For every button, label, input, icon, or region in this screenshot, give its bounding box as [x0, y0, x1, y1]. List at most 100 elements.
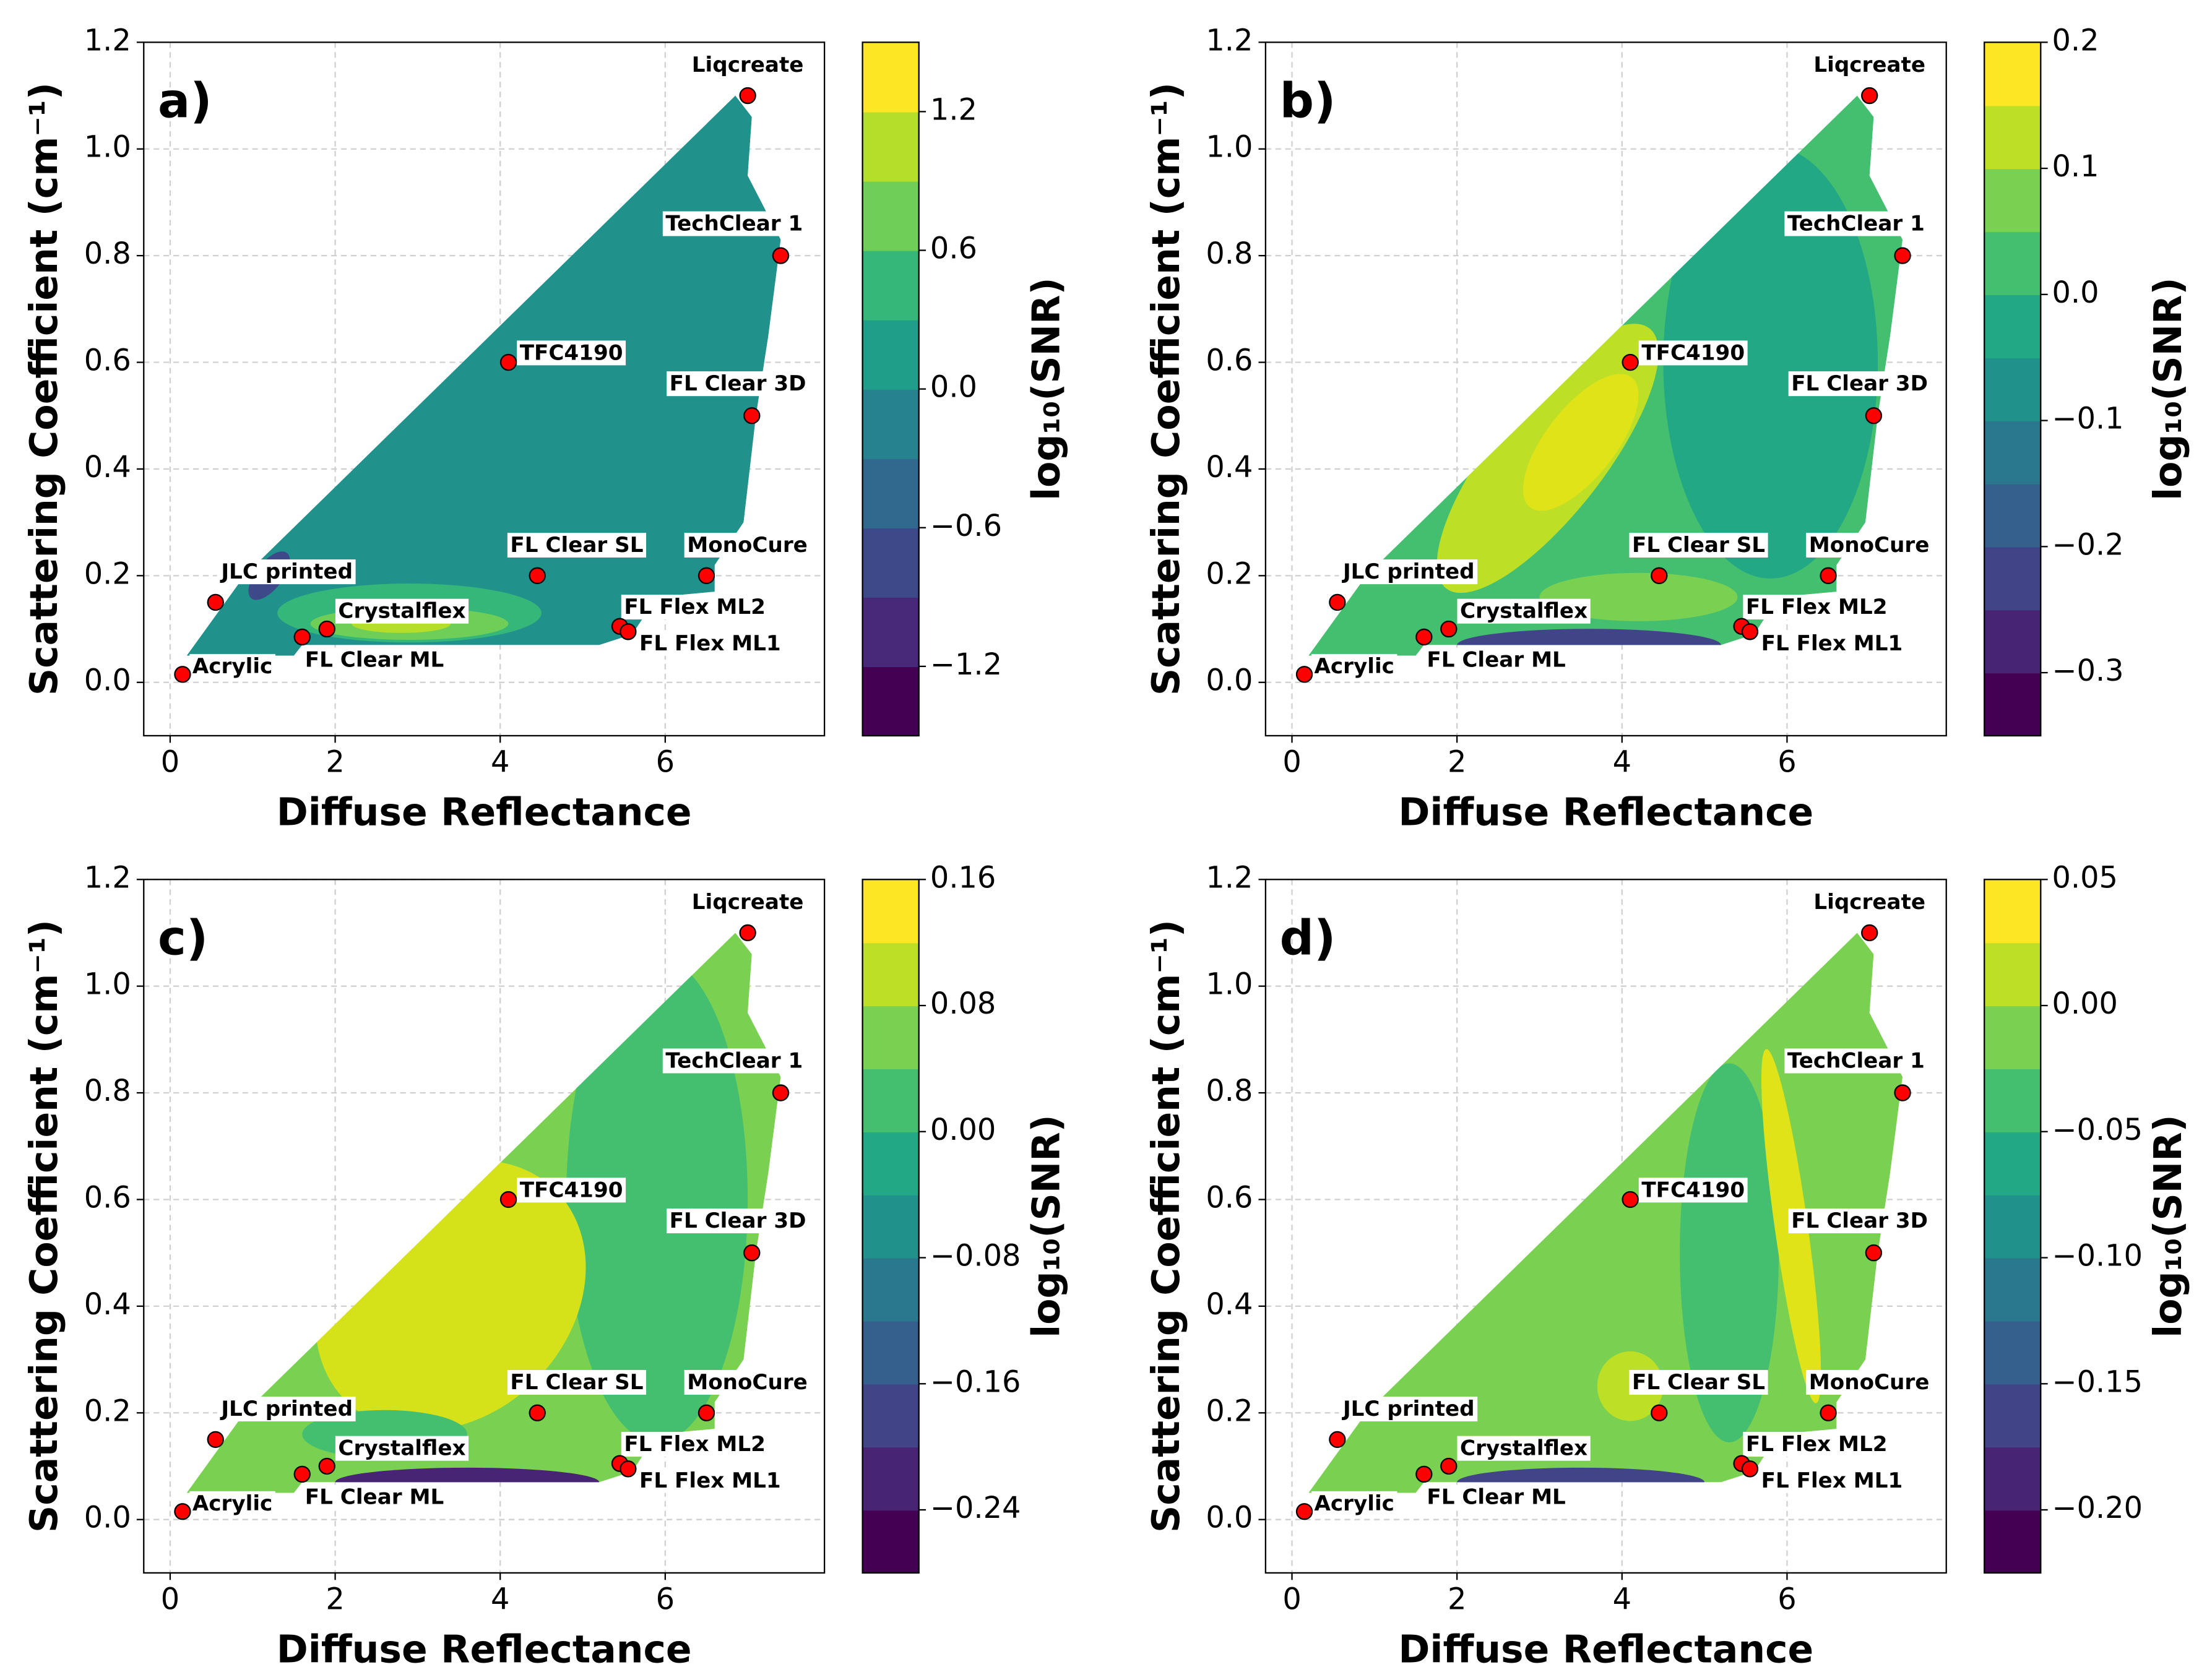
data-point: [1820, 567, 1837, 585]
colorbar-band: [1984, 942, 2041, 1007]
colorbar-band: [862, 1447, 919, 1511]
data-point: [207, 593, 224, 611]
label-box: [1311, 1491, 1397, 1516]
colorbar-band: [1984, 1510, 2041, 1574]
point-label: TechClear 1: [1787, 212, 1925, 236]
x-tick-label: 0: [161, 1582, 179, 1616]
data-point: [1861, 924, 1878, 942]
colorbar-tick-label: 0.08: [930, 987, 996, 1021]
y-axis-label: Scattering Coefficient (cm⁻¹): [22, 920, 66, 1533]
y-tick-label: 0.2: [1206, 557, 1253, 591]
y-tick-label: 1.0: [1206, 968, 1253, 1002]
data-point: [293, 1465, 311, 1483]
data-point: [620, 623, 637, 640]
label-box: [1638, 340, 1748, 366]
point-label: JLC printed: [220, 1397, 353, 1421]
y-tick-label: 1.2: [84, 861, 131, 895]
label-box: [1788, 371, 1931, 397]
label-box: [1457, 1436, 1591, 1461]
point-label: FL Clear 3D: [1791, 1208, 1928, 1233]
colorbar-frame: [1984, 41, 2042, 737]
label-box: [302, 1484, 447, 1510]
colorbar-tick-label: −0.20: [2052, 1491, 2143, 1525]
point-label: Liqcreate: [692, 890, 804, 915]
data-point: [499, 353, 517, 371]
colorbar-band: [1984, 231, 2041, 295]
colorbar-tick-label: 0.0: [2052, 276, 2099, 310]
colorbar-band: [862, 1131, 919, 1195]
label-box: [689, 53, 807, 78]
data-point: [1415, 1465, 1433, 1483]
colorbar-tick-label: 0.1: [2052, 150, 2099, 184]
y-tick-label: 0.6: [84, 1181, 131, 1215]
data-point: [1415, 628, 1433, 646]
y-tick-label: 0.4: [1206, 1288, 1253, 1322]
plot-frame: [1264, 879, 1947, 1574]
x-axis-label: Diffuse Reflectance: [277, 1627, 692, 1672]
x-tick-label: 0: [1282, 746, 1301, 780]
colorbar-tick-label: 0.00: [930, 1113, 996, 1147]
point-label: MonoCure: [687, 1370, 808, 1395]
data-point: [1651, 567, 1668, 585]
y-tick-label: 1.0: [84, 968, 131, 1002]
label-box: [684, 1369, 811, 1395]
x-tick-label: 6: [656, 746, 675, 780]
point-label: Acrylic: [1314, 654, 1394, 679]
point-label: FL Flex ML1: [1761, 1468, 1903, 1493]
colorbar-label: log₁₀(SNR): [2146, 1114, 2190, 1338]
point-label: FL Clear SL: [1632, 1370, 1765, 1395]
colorbar-band: [862, 597, 919, 668]
label-box: [667, 371, 809, 397]
x-tick-label: 0: [161, 746, 179, 780]
y-axis-label: Scattering Coefficient (cm⁻¹): [1144, 82, 1188, 696]
point-label: FL Flex ML2: [1746, 595, 1888, 619]
data-point: [739, 924, 756, 942]
colorbar-band: [862, 1384, 919, 1448]
point-label: FL Clear ML: [1427, 648, 1565, 673]
label-box: [335, 598, 469, 624]
colorbar-tick-label: −1.2: [930, 648, 1002, 682]
point-label: FL Clear ML: [1427, 1485, 1565, 1510]
colorbar-tick-label: −0.3: [2052, 654, 2124, 688]
colorbar-band: [862, 1320, 919, 1385]
data-point: [1440, 1457, 1458, 1475]
data-point: [1295, 1503, 1313, 1520]
label-box: [1629, 1369, 1768, 1395]
label-box: [667, 1208, 809, 1234]
colorbar-band: [862, 389, 919, 459]
point-label: Crystalflex: [1460, 1436, 1587, 1461]
data-point: [1861, 87, 1878, 105]
point-label: FL Flex ML1: [639, 631, 781, 656]
y-tick-label: 0.2: [84, 1394, 131, 1428]
colorbar-tick-label: −0.05: [2052, 1113, 2143, 1147]
plot-frame: [143, 41, 826, 737]
label-box: [517, 1178, 626, 1203]
x-tick-label: 6: [1777, 746, 1796, 780]
label-box: [662, 1048, 806, 1074]
data-point: [1329, 593, 1346, 611]
point-label: Crystalflex: [1460, 599, 1587, 624]
colorbar-band: [1984, 357, 2041, 421]
point-label: JLC printed: [1342, 559, 1475, 584]
label-box: [1423, 647, 1569, 673]
x-tick-label: 6: [1777, 1582, 1796, 1616]
label-box: [1784, 1048, 1928, 1074]
label-box: [517, 340, 626, 366]
data-point: [743, 1244, 761, 1262]
data-point: [207, 1431, 224, 1449]
point-label: JLC printed: [1342, 1397, 1475, 1421]
point-label: TFC4190: [1641, 1178, 1745, 1202]
colorbar-band: [1984, 1068, 2041, 1132]
colorbar-band: [1984, 1447, 2041, 1511]
x-axis-label: Diffuse Reflectance: [1398, 1627, 1813, 1672]
point-label: FL Clear 3D: [1791, 371, 1928, 396]
colorbar-label: log₁₀(SNR): [1024, 1114, 1068, 1338]
x-tick-label: 2: [1448, 1582, 1466, 1616]
colorbar-tick-label: −0.2: [2052, 528, 2124, 562]
point-label: FL Clear 3D: [670, 1208, 806, 1233]
y-tick-label: 0.6: [1206, 344, 1253, 378]
point-label: Liqcreate: [1813, 890, 1925, 915]
label-box: [684, 533, 811, 558]
point-label: Crystalflex: [338, 1436, 465, 1461]
point-label: Acrylic: [192, 1491, 272, 1516]
